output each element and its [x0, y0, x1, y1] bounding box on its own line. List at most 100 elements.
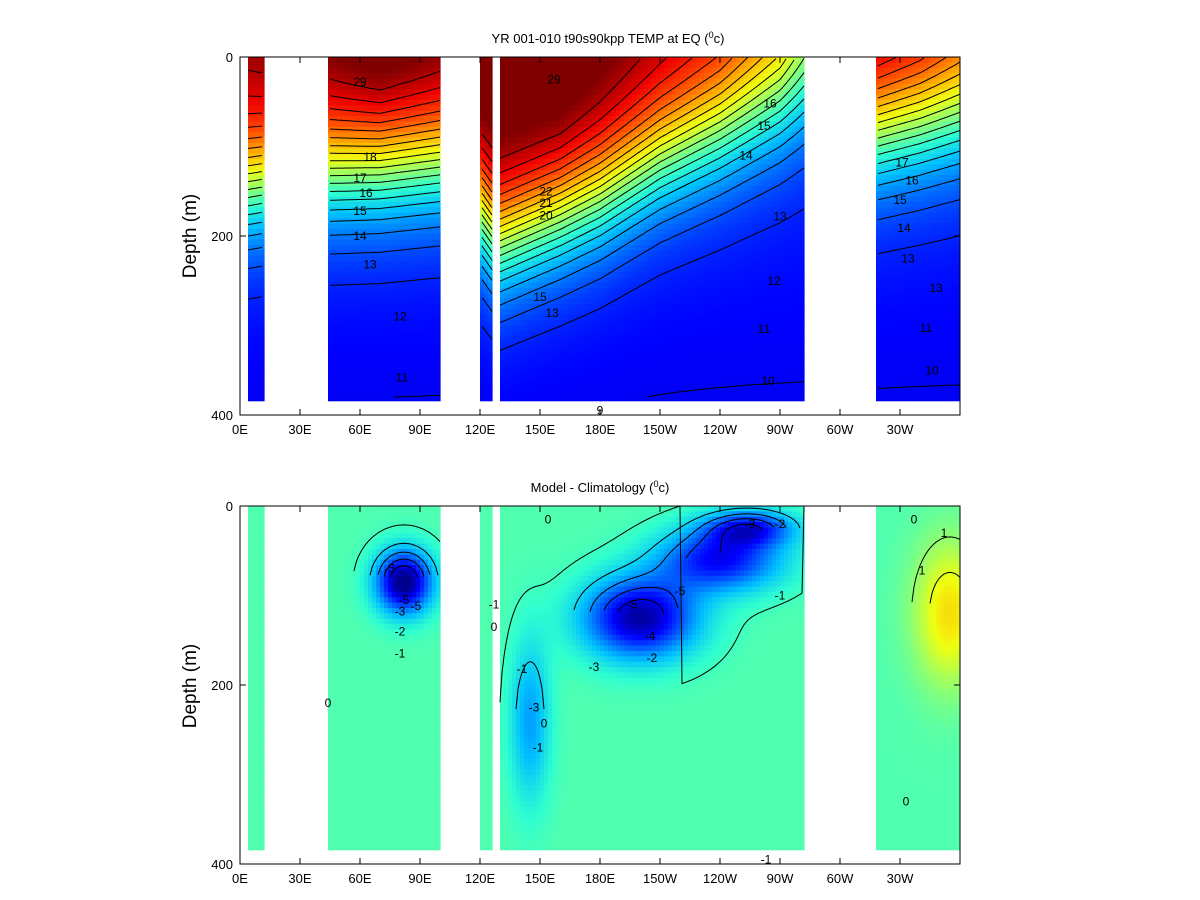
field-cell: [632, 137, 637, 144]
field-cell: [556, 105, 561, 112]
field-cell: [336, 384, 341, 391]
field-cell: [564, 304, 569, 310]
field-cell: [332, 368, 337, 375]
field-cell: [556, 62, 561, 69]
field-cell: [548, 357, 553, 364]
field-cell: [600, 357, 605, 364]
field-cell: [648, 320, 653, 327]
field-cell: [532, 379, 537, 386]
field-cell: [328, 94, 333, 101]
field-cell: [648, 67, 653, 74]
field-cell: [356, 67, 361, 74]
field-cell: [248, 99, 253, 106]
field-cell: [564, 110, 569, 117]
field-cell: [248, 293, 253, 300]
field-cell: [648, 266, 653, 273]
temperature-y-axis-label: Depth (m): [180, 194, 201, 278]
field-cell: [364, 83, 369, 90]
field-cell: [640, 368, 645, 375]
field-cell: [592, 218, 597, 225]
field-cell: [600, 99, 605, 106]
field-cell: [372, 320, 377, 327]
field-cell: [560, 373, 565, 380]
field-cell: [484, 185, 489, 192]
field-cell: [672, 67, 677, 74]
field-cell: [336, 314, 341, 321]
field-cell: [436, 218, 441, 225]
field-cell: [364, 277, 369, 284]
field-cell: [548, 352, 553, 359]
field-cell: [552, 89, 557, 96]
field-cell: [400, 212, 405, 219]
field-cell: [348, 73, 353, 80]
field-cell: [552, 105, 557, 112]
field-cell: [416, 159, 421, 165]
field-cell: [372, 175, 377, 182]
field-cell: [592, 250, 597, 257]
field-cell: [248, 234, 253, 241]
field-cell: [336, 287, 341, 294]
field-cell: [256, 234, 261, 241]
field-cell: [532, 57, 537, 63]
field-cell: [344, 395, 349, 402]
field-cell: [536, 395, 541, 402]
field-cell: [596, 185, 601, 192]
field-cell: [248, 175, 253, 182]
field-cell: [400, 201, 405, 208]
field-cell: [480, 389, 485, 396]
field-cell: [580, 191, 585, 198]
field-cell: [328, 62, 333, 69]
field-cell: [480, 223, 485, 230]
field-cell: [648, 352, 653, 359]
field-cell: [524, 363, 529, 370]
field-cell: [536, 132, 541, 139]
field-cell: [432, 185, 437, 192]
field-cell: [668, 105, 673, 112]
field-cell: [408, 373, 413, 380]
field-cell: [412, 228, 417, 235]
field-cell: [616, 169, 621, 176]
field-cell: [576, 142, 581, 149]
field-cell: [596, 363, 601, 370]
field-cell: [636, 277, 641, 284]
field-cell: [512, 153, 517, 160]
field-cell: [248, 271, 253, 278]
field-cell: [568, 196, 573, 203]
field-cell: [512, 180, 517, 187]
field-cell: [360, 67, 365, 74]
field-cell: [428, 293, 433, 300]
field-cell: [520, 373, 525, 380]
field-cell: [644, 363, 649, 370]
field-cell: [572, 121, 577, 128]
field-cell: [624, 325, 629, 332]
field-cell: [388, 234, 393, 241]
field-cell: [560, 244, 565, 251]
field-cell: [348, 282, 353, 289]
field-cell: [624, 212, 629, 219]
field-cell: [392, 57, 397, 63]
field-cell: [508, 212, 513, 219]
field-cell: [408, 191, 413, 198]
field-cell: [332, 169, 337, 176]
field-cell: [248, 228, 253, 235]
field-cell: [604, 282, 609, 289]
field-cell: [624, 99, 629, 106]
field-cell: [556, 341, 561, 348]
field-cell: [592, 336, 597, 343]
field-cell: [564, 250, 569, 257]
field-cell: [540, 346, 545, 353]
field-cell: [428, 57, 433, 63]
field-cell: [580, 346, 585, 353]
field-cell: [644, 368, 649, 375]
field-cell: [588, 395, 593, 402]
field-cell: [428, 180, 433, 187]
field-cell: [428, 325, 433, 332]
field-cell: [332, 379, 337, 386]
field-cell: [528, 234, 533, 241]
field-cell: [256, 352, 261, 359]
field-cell: [352, 223, 357, 230]
field-cell: [656, 201, 661, 208]
field-cell: [388, 89, 393, 96]
field-cell: [412, 62, 417, 69]
field-cell: [556, 346, 561, 353]
